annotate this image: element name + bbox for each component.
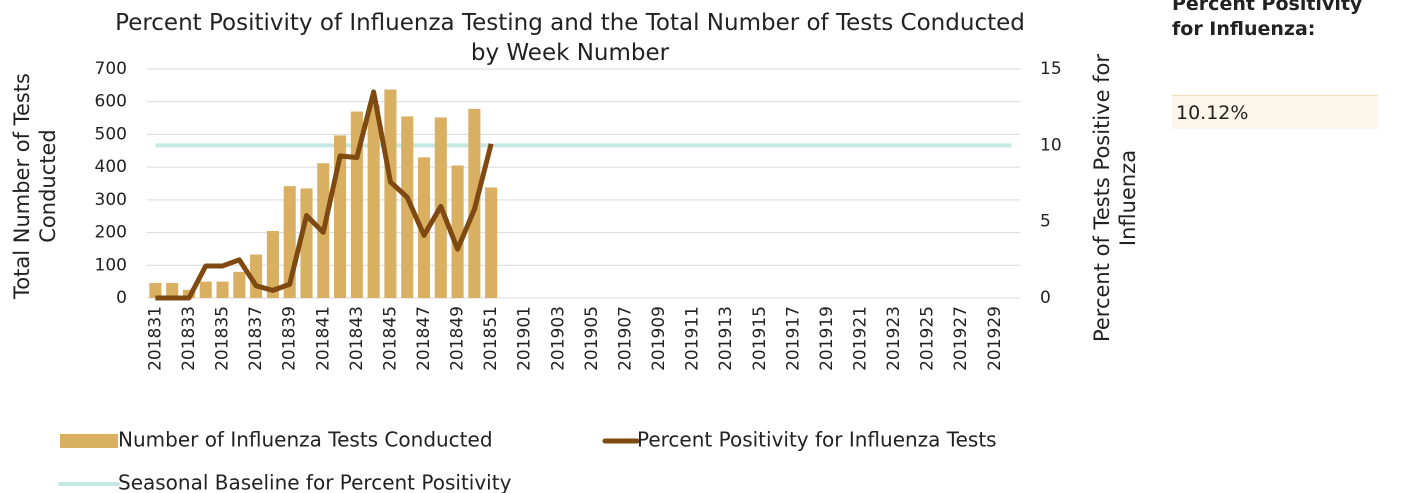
x-tick-label: 201847	[414, 306, 434, 371]
legend-label: Number of Influenza Tests Conducted	[118, 428, 493, 452]
bar	[401, 116, 414, 298]
bar	[451, 165, 464, 298]
x-tick-label: 201919	[817, 306, 837, 371]
legend-label: Percent Positivity for Influenza Tests	[637, 428, 997, 452]
x-tick-label: 201911	[683, 306, 703, 371]
y-tick-label: 500	[95, 124, 127, 144]
y2-tick-label: 0	[1040, 288, 1051, 308]
x-tick-label: 201907	[615, 306, 635, 371]
x-tick-label: 201851	[481, 306, 501, 371]
x-tick-label: 201925	[918, 306, 938, 371]
bar	[384, 89, 397, 298]
bar	[149, 282, 162, 298]
y-tick-label: 700	[95, 59, 127, 79]
y-tick-label: 400	[95, 157, 127, 177]
y-tick-label: 300	[95, 190, 127, 210]
x-tick-label: 201833	[179, 306, 199, 371]
y-tick-label: 100	[95, 255, 127, 275]
y-tick-label: 0	[116, 288, 127, 308]
legend-label: Seasonal Baseline for Percent Positivity	[118, 471, 512, 493]
x-tick-label: 201843	[347, 306, 367, 371]
x-tick-label: 201909	[649, 306, 669, 371]
x-tick-label: 201845	[380, 306, 400, 371]
bar	[199, 281, 212, 298]
bar	[417, 157, 431, 298]
x-tick-label: 201915	[750, 306, 770, 371]
bar	[485, 187, 498, 298]
panel-label: Percent Positivity for Influenza:	[1172, 0, 1363, 40]
bar	[367, 104, 380, 298]
line	[155, 89, 494, 301]
x-tick-label: 201903	[548, 306, 568, 371]
bar	[166, 282, 179, 298]
x-tick-label: 201841	[313, 306, 333, 371]
y2-tick-label: 10	[1040, 135, 1062, 155]
bar	[216, 281, 229, 298]
x-tick-label: 201849	[448, 306, 468, 371]
y-tick-label: 600	[95, 92, 127, 112]
x-tick-label: 201835	[213, 306, 233, 371]
bar	[233, 271, 246, 298]
bar	[266, 230, 279, 298]
y-tick-label: 200	[95, 223, 127, 243]
x-tick-label: 201913	[716, 306, 736, 371]
x-tick-label: 201927	[951, 306, 971, 371]
x-tick-label: 201839	[280, 306, 300, 371]
x-tick-label: 201837	[246, 306, 266, 371]
x-tick-label: 201831	[145, 306, 165, 371]
y2-tick-label: 15	[1040, 59, 1062, 79]
x-tick-label: 201923	[884, 306, 904, 371]
panel-value: 10.12%	[1172, 95, 1378, 129]
chart-title: Percent Positivity of Influenza Testing …	[115, 10, 1025, 66]
x-tick-label: 201929	[985, 306, 1005, 371]
x-tick-label: 201905	[582, 306, 602, 371]
x-tick-label: 201901	[515, 306, 535, 371]
x-tick-label: 201917	[783, 306, 803, 371]
legend-swatch	[60, 434, 118, 448]
y2-tick-label: 5	[1040, 212, 1051, 232]
x-tick-label: 201921	[851, 306, 871, 371]
